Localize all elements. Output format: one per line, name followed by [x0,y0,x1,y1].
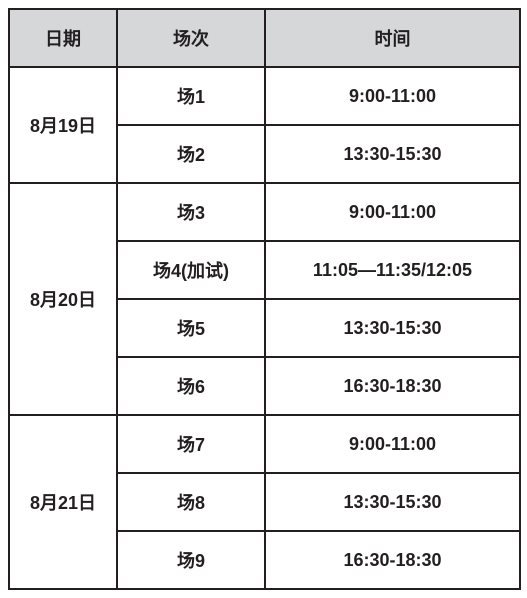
table-header-row: 日期 场次 时间 [9,9,520,67]
cell-session: 场8 [117,473,265,531]
cell-time: 16:30-18:30 [265,357,520,415]
cell-date: 8月20日 [9,183,117,415]
table-row: 8月19日 场1 9:00-11:00 [9,67,520,125]
cell-session: 场3 [117,183,265,241]
table-row: 8月21日 场7 9:00-11:00 [9,415,520,473]
cell-time: 16:30-18:30 [265,531,520,589]
cell-session: 场7 [117,415,265,473]
cell-time: 11:05—11:35/12:05 [265,241,520,299]
header-date: 日期 [9,9,117,67]
cell-session: 场9 [117,531,265,589]
cell-session: 场4(加试) [117,241,265,299]
cell-session: 场1 [117,67,265,125]
schedule-table: 日期 场次 时间 8月19日 场1 9:00-11:00 场2 13:30-15… [8,8,521,590]
cell-time: 13:30-15:30 [265,125,520,183]
table-body: 8月19日 场1 9:00-11:00 场2 13:30-15:30 8月20日… [9,67,520,589]
table-row: 8月20日 场3 9:00-11:00 [9,183,520,241]
cell-date: 8月19日 [9,67,117,183]
cell-time: 9:00-11:00 [265,67,520,125]
cell-time: 9:00-11:00 [265,183,520,241]
header-session: 场次 [117,9,265,67]
header-time: 时间 [265,9,520,67]
cell-session: 场5 [117,299,265,357]
cell-session: 场6 [117,357,265,415]
cell-time: 9:00-11:00 [265,415,520,473]
cell-session: 场2 [117,125,265,183]
cell-time: 13:30-15:30 [265,299,520,357]
cell-date: 8月21日 [9,415,117,589]
cell-time: 13:30-15:30 [265,473,520,531]
